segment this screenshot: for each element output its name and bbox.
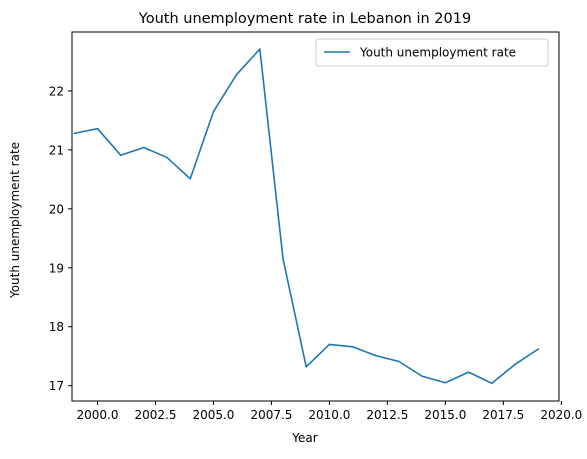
data-point: [212, 110, 215, 113]
data-point: [73, 132, 76, 135]
x-tick-label: 2015.0: [424, 408, 466, 422]
y-tick-label: 17: [49, 379, 64, 393]
y-tick-label: 19: [49, 261, 64, 275]
data-point: [96, 127, 99, 130]
legend: Youth unemployment rate: [315, 38, 549, 67]
y-tick-label: 22: [49, 84, 64, 98]
x-tick-label: 2000.0: [77, 408, 119, 422]
x-axis-label: Year: [291, 431, 317, 445]
x-axis-ticks: 2000.0 2002.5 2005.0 2007.5 2010.0 2012.5 2015…: [77, 401, 582, 422]
data-point: [398, 360, 400, 363]
y-tick-label: 21: [49, 143, 64, 157]
data-point: [374, 354, 377, 357]
y-axis-ticks: 17 18 19 20 21 22: [49, 84, 72, 393]
data-point: [514, 363, 516, 366]
legend-box: [315, 38, 549, 67]
x-tick-label: 2012.5: [366, 408, 408, 422]
x-tick-label: 2017.5: [482, 408, 524, 422]
data-point: [421, 375, 423, 378]
data-point: [235, 73, 238, 76]
legend-label: Youth unemployment rate: [359, 46, 516, 60]
series-layer: [73, 48, 539, 385]
data-point: [444, 381, 447, 384]
data-point: [282, 258, 284, 260]
data-point: [490, 382, 493, 385]
chart-title: Youth unemployment rate in Lebanon in 20…: [138, 11, 471, 27]
data-point: [143, 146, 145, 149]
x-tick-label: 2007.5: [250, 408, 292, 422]
y-tick-label: 18: [49, 320, 64, 334]
x-tick-label: 2002.5: [134, 408, 176, 422]
plot-area: [71, 31, 560, 402]
y-tick-label: 20: [49, 202, 64, 216]
x-tick-label: 2010.0: [308, 408, 350, 422]
x-tick-label: 2020.0: [540, 408, 582, 422]
data-point: [305, 366, 308, 368]
data-point: [189, 177, 192, 180]
data-point: [467, 371, 470, 373]
data-point: [166, 156, 168, 159]
y-axis-label: Youth unemployment rate: [8, 142, 22, 299]
data-point: [328, 343, 331, 346]
data-point: [119, 154, 122, 156]
data-point: [259, 48, 261, 50]
data-point: [537, 348, 539, 350]
data-point: [351, 345, 354, 348]
x-tick-label: 2005.0: [192, 408, 234, 422]
